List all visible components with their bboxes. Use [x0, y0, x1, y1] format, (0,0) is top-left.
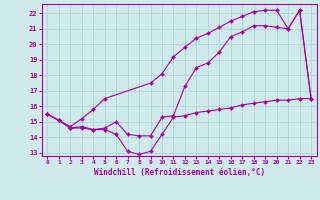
X-axis label: Windchill (Refroidissement éolien,°C): Windchill (Refroidissement éolien,°C): [94, 168, 265, 177]
